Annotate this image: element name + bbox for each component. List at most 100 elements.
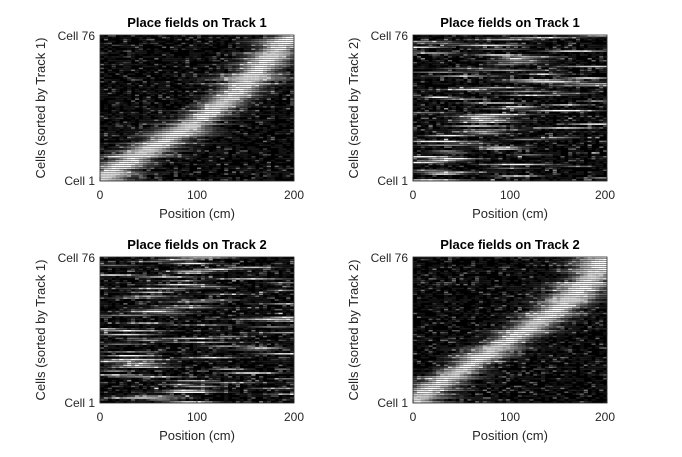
heatmap-cell (158, 81, 163, 83)
heatmap-cell (502, 161, 507, 164)
heatmap-cell (204, 94, 209, 97)
heatmap-cell (208, 169, 213, 171)
heatmap-cell (513, 154, 519, 156)
heatmap-cell (224, 119, 229, 122)
heatmap-cell (193, 77, 198, 79)
heatmap-cell (185, 161, 190, 164)
heatmap-cell (251, 109, 256, 112)
heatmap-cell (266, 134, 272, 137)
heatmap-cell (502, 94, 507, 97)
heatmap-cell (158, 173, 163, 175)
heatmap-cell (243, 65, 248, 68)
heatmap-cell (165, 42, 171, 45)
heatmap-cell (579, 136, 585, 139)
heatmap-cell (278, 165, 283, 168)
heatmap-cell (212, 56, 217, 58)
heatmap-cell (228, 132, 233, 135)
heatmap-cell (282, 71, 287, 73)
heatmap-cell (212, 71, 217, 73)
heatmap-cell (239, 113, 244, 116)
heatmap-cell (603, 109, 608, 112)
heatmap-cell (556, 154, 561, 156)
heatmap-cell (138, 67, 143, 70)
heatmap-cell (564, 146, 569, 148)
heatmap-cell (200, 84, 206, 87)
heatmap-cell (579, 140, 585, 143)
heatmap-cell (428, 98, 433, 100)
heatmap-row (103, 123, 291, 125)
heatmap-cell (169, 150, 175, 152)
heatmap-cell (282, 113, 287, 116)
heatmap-cell (262, 63, 268, 66)
heatmap-cell (169, 69, 175, 72)
heatmap-cell (197, 54, 202, 56)
heatmap-cell (595, 104, 600, 106)
heatmap-cell (103, 138, 109, 141)
heatmap-cell (259, 177, 264, 179)
heatmap-cell (447, 179, 453, 181)
heatmap-cell (266, 46, 272, 49)
heatmap-cell (290, 67, 295, 70)
heatmap-cell (440, 144, 445, 146)
heatmap-cell (185, 115, 190, 118)
heatmap-cell (247, 71, 252, 73)
heatmap-cell (587, 136, 592, 139)
heatmap-cell (212, 167, 217, 170)
heatmap-cell (185, 171, 190, 173)
heatmap-cell (587, 100, 592, 102)
heatmap-cell (262, 58, 268, 60)
heatmap-cell (158, 142, 163, 145)
heatmap-cell (529, 175, 534, 177)
heatmap-cell (181, 175, 186, 177)
heatmap-cell (162, 136, 167, 139)
heatmap-cell (506, 119, 511, 122)
heatmap-cell (262, 71, 268, 73)
heatmap-cell (255, 84, 260, 87)
heatmap-cell (286, 73, 291, 75)
heatmap-cell (100, 163, 105, 166)
heatmap-cell (556, 123, 561, 125)
heatmap-cell (447, 109, 453, 112)
heatmap-cell (455, 111, 460, 114)
heatmap-cell (463, 123, 468, 125)
heatmap-cell (111, 119, 116, 122)
heatmap-cell (266, 165, 272, 168)
heatmap-cell (428, 173, 433, 175)
heatmap-cell (478, 157, 484, 160)
heatmap-cell (266, 106, 272, 108)
heatmap-cell (216, 75, 221, 77)
heatmap-cell (413, 152, 418, 154)
heatmap-cell (463, 94, 468, 97)
heatmap-cell (146, 163, 151, 166)
heatmap-cell (165, 86, 171, 89)
heatmap-cell (533, 173, 538, 175)
heatmap-cell (560, 104, 565, 106)
heatmap-cell (463, 121, 468, 123)
heatmap-cell (529, 81, 534, 83)
heatmap-cell (103, 54, 109, 56)
heatmap-cell (525, 104, 530, 106)
heatmap-cell (193, 142, 198, 145)
heatmap-cell (490, 119, 495, 122)
heatmap-cell (467, 98, 472, 100)
heatmap-cell (270, 42, 275, 45)
heatmap-cell (424, 171, 429, 173)
heatmap-cell (278, 138, 283, 141)
heatmap-cell (447, 92, 453, 95)
heatmap-cell (142, 154, 147, 156)
heatmap-cell (189, 150, 194, 152)
heatmap-cell (243, 132, 248, 135)
heatmap-cell (119, 83, 124, 85)
heatmap-cell (115, 157, 120, 160)
heatmap-cell (111, 40, 116, 43)
heatmap-row (416, 119, 608, 122)
heatmap-cell (162, 177, 167, 179)
heatmap-cell (436, 88, 441, 91)
heatmap-cell (525, 108, 530, 110)
heatmap-cell (193, 140, 198, 143)
heatmap-cell (537, 86, 542, 89)
heatmap-cell (416, 140, 422, 143)
heatmap-cell (204, 163, 209, 166)
heatmap-cell (231, 94, 237, 97)
heatmap-cell (193, 138, 198, 141)
